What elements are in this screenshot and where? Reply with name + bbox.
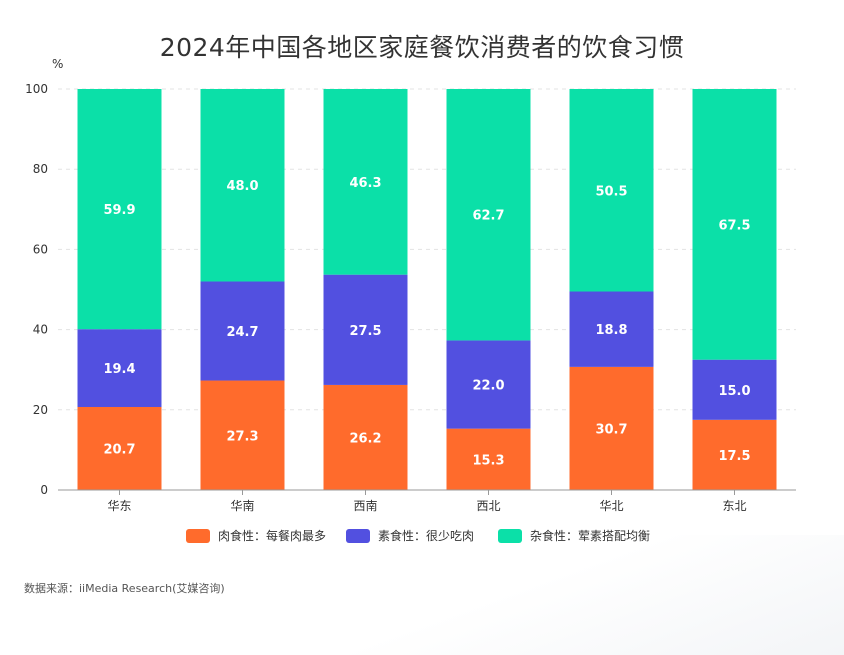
y-tick-label: 20: [33, 403, 48, 417]
x-tick-label: 华东: [107, 499, 131, 513]
x-tick-label: 西南: [353, 498, 377, 513]
y-tick-label: 100: [25, 82, 48, 96]
x-tick-label: 西北: [476, 499, 500, 513]
bar-segment: [200, 281, 285, 381]
stacked-bar-chart: 20.7 19.4 59.9 27.3 24.7 48.0 26.2 27.5 46.3 15.3…: [25, 57, 796, 513]
data-label: 48.0: [226, 179, 258, 194]
x-tick-label: 华南: [230, 498, 254, 513]
bar-segment: [446, 340, 531, 429]
data-label: 67.5: [718, 218, 750, 233]
legend-label-meat: 肉食性：每餐肉最多: [218, 529, 327, 543]
axes: 0 20 40 60 80 100% 华东 华南 西南 西北 华北 东北: [25, 57, 796, 513]
data-label: 27.3: [226, 429, 258, 444]
decorative-fade: [324, 535, 844, 655]
y-tick-label: 60: [33, 242, 48, 256]
data-label: 59.9: [103, 203, 135, 218]
bar-segment: [692, 89, 777, 360]
bar-segment: [692, 419, 777, 490]
y-tick-label: 40: [33, 323, 48, 337]
data-label: 20.7: [103, 442, 135, 457]
data-label: 19.4: [103, 362, 135, 377]
y-tick-label: 80: [33, 162, 48, 176]
data-label: 50.5: [595, 184, 627, 199]
bar-segment: [200, 89, 285, 282]
bar-segment: [323, 384, 408, 490]
data-label: 26.2: [349, 431, 381, 446]
source-note: 数据来源：iiMedia Research(艾媒咨询): [24, 582, 225, 595]
data-label: 18.8: [595, 323, 627, 338]
data-label: 17.5: [718, 449, 750, 464]
data-label: 15.3: [472, 453, 504, 468]
bar-segment: [77, 89, 162, 330]
data-label: 22.0: [472, 379, 504, 394]
data-label: 30.7: [595, 422, 627, 437]
bar-segment: [446, 89, 531, 341]
bar-segment: [323, 274, 408, 385]
bar-segment: [569, 366, 654, 490]
bar-segment: [446, 428, 531, 490]
bar-segment: [692, 359, 777, 420]
grid-lines: [58, 88, 796, 411]
bar-segment: [77, 406, 162, 490]
data-label: 24.7: [226, 325, 258, 340]
legend-item-meat[interactable]: 肉食性：每餐肉最多: [186, 527, 326, 544]
bar-segment: [569, 89, 654, 292]
legend-swatch-meat: [186, 528, 210, 543]
bar-segment: [77, 329, 162, 407]
data-label: 15.0: [718, 384, 750, 399]
data-labels: 20.7 19.4 59.9 27.3 24.7 48.0 26.2 27.5 46.3 15.3…: [103, 176, 750, 468]
x-tick-label: 华北: [599, 499, 623, 513]
data-label: 62.7: [472, 209, 504, 224]
bar-segment: [323, 89, 408, 275]
data-label: 46.3: [349, 176, 381, 191]
y-axis-unit: %: [52, 57, 63, 71]
bar-segment: [569, 291, 654, 367]
x-tick-label: 东北: [722, 499, 746, 513]
data-label: 27.5: [349, 324, 381, 339]
bars: [77, 89, 777, 490]
y-tick-label: 0: [40, 483, 48, 497]
chart-title: 2024年中国各地区家庭餐饮消费者的饮食习惯: [159, 33, 685, 62]
bar-segment: [200, 380, 285, 490]
